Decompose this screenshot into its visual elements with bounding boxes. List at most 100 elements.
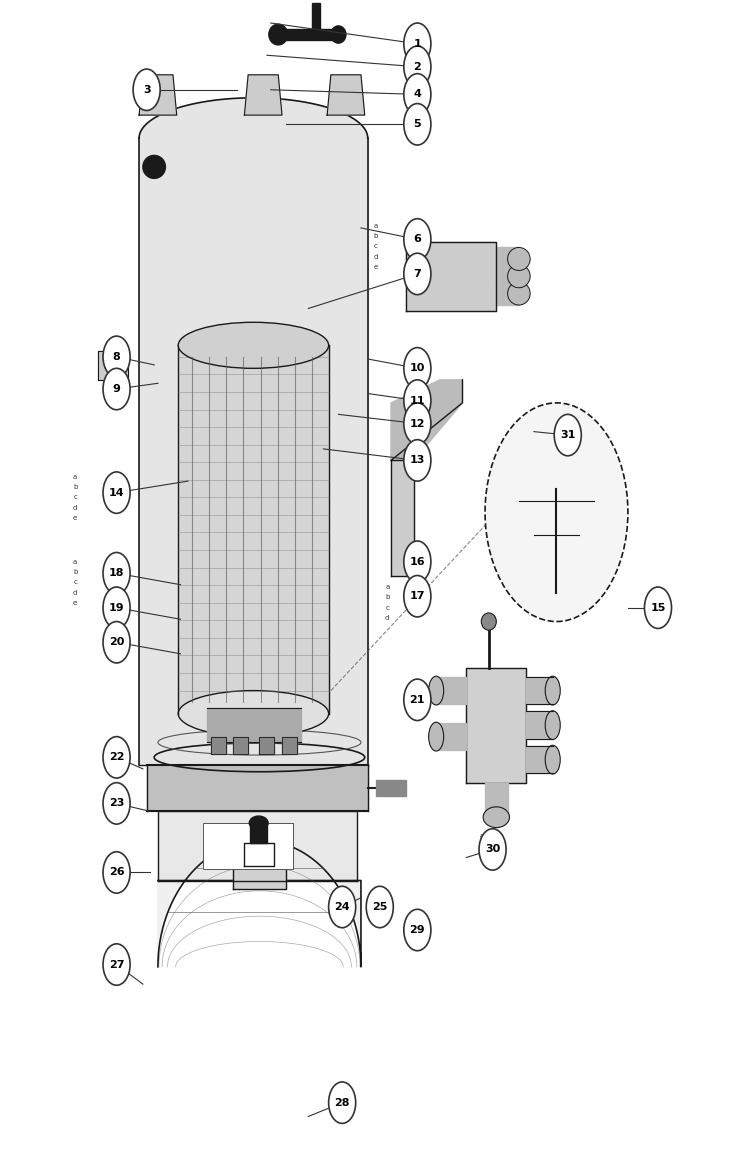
Polygon shape <box>391 380 462 460</box>
Circle shape <box>366 886 393 928</box>
Text: 25: 25 <box>372 902 387 912</box>
Text: 3: 3 <box>143 85 150 94</box>
Text: 17: 17 <box>410 592 425 601</box>
Text: 13: 13 <box>410 456 425 465</box>
Text: c: c <box>374 243 378 250</box>
Polygon shape <box>178 345 329 714</box>
Circle shape <box>404 46 431 87</box>
Text: d: d <box>73 504 77 511</box>
Circle shape <box>479 829 506 870</box>
Polygon shape <box>98 351 128 380</box>
Text: 27: 27 <box>109 960 124 969</box>
Circle shape <box>404 348 431 389</box>
Text: 24: 24 <box>335 902 350 912</box>
Text: 12: 12 <box>410 419 425 428</box>
Circle shape <box>103 336 130 378</box>
Polygon shape <box>391 460 414 576</box>
Text: 16: 16 <box>410 557 425 566</box>
Ellipse shape <box>178 691 329 737</box>
Text: d: d <box>385 615 390 622</box>
Polygon shape <box>436 677 466 704</box>
Polygon shape <box>207 708 301 742</box>
Polygon shape <box>158 811 357 881</box>
Polygon shape <box>526 746 553 773</box>
Circle shape <box>329 1082 356 1123</box>
Ellipse shape <box>508 247 530 270</box>
Text: 26: 26 <box>109 868 124 877</box>
Polygon shape <box>466 668 526 783</box>
Polygon shape <box>282 29 335 40</box>
Polygon shape <box>327 75 365 115</box>
Text: e: e <box>73 514 77 521</box>
Circle shape <box>404 909 431 951</box>
Polygon shape <box>147 765 368 811</box>
Polygon shape <box>496 265 519 288</box>
Text: 8: 8 <box>113 352 120 361</box>
Ellipse shape <box>508 265 530 288</box>
Text: 23: 23 <box>109 799 124 808</box>
Text: 21: 21 <box>410 695 425 704</box>
Circle shape <box>644 587 672 628</box>
Polygon shape <box>436 723 466 750</box>
Circle shape <box>103 368 130 410</box>
Text: 10: 10 <box>410 364 425 373</box>
Polygon shape <box>406 242 496 311</box>
Circle shape <box>103 944 130 985</box>
Circle shape <box>404 253 431 295</box>
Text: c: c <box>479 853 484 860</box>
Text: b: b <box>73 483 77 490</box>
Circle shape <box>404 23 431 64</box>
Polygon shape <box>485 783 508 817</box>
Text: b: b <box>73 569 77 576</box>
Circle shape <box>404 104 431 145</box>
Text: a: a <box>374 222 378 229</box>
Ellipse shape <box>545 711 560 740</box>
Polygon shape <box>244 843 274 866</box>
Ellipse shape <box>545 677 560 704</box>
Text: a: a <box>73 558 77 565</box>
Ellipse shape <box>429 723 444 752</box>
Text: d: d <box>73 589 77 596</box>
Text: 29: 29 <box>410 925 425 935</box>
Circle shape <box>329 886 356 928</box>
Polygon shape <box>233 866 286 889</box>
Text: 19: 19 <box>109 603 124 612</box>
Circle shape <box>103 783 130 824</box>
Text: b: b <box>374 233 378 239</box>
Text: b: b <box>385 594 390 601</box>
Text: 14: 14 <box>109 488 124 497</box>
Polygon shape <box>496 282 519 305</box>
Circle shape <box>404 440 431 481</box>
Polygon shape <box>139 75 177 115</box>
Ellipse shape <box>331 26 346 43</box>
Text: a: a <box>73 473 77 480</box>
FancyBboxPatch shape <box>203 823 293 869</box>
Polygon shape <box>376 780 406 796</box>
Polygon shape <box>139 98 368 138</box>
Text: a: a <box>479 832 484 839</box>
Polygon shape <box>211 737 226 754</box>
Ellipse shape <box>143 155 165 178</box>
Polygon shape <box>526 677 553 704</box>
Circle shape <box>404 74 431 115</box>
Ellipse shape <box>429 677 444 704</box>
Text: 22: 22 <box>109 753 124 762</box>
Ellipse shape <box>484 807 510 828</box>
Circle shape <box>103 587 130 628</box>
Text: 1: 1 <box>414 39 421 48</box>
Text: c: c <box>73 494 77 501</box>
Polygon shape <box>526 711 553 739</box>
Circle shape <box>554 414 581 456</box>
Ellipse shape <box>545 746 560 773</box>
Ellipse shape <box>249 816 268 830</box>
Circle shape <box>404 679 431 721</box>
Circle shape <box>133 69 160 110</box>
Polygon shape <box>312 3 320 29</box>
Text: 20: 20 <box>109 638 124 647</box>
Text: 30: 30 <box>485 845 500 854</box>
Text: 15: 15 <box>650 603 666 612</box>
Circle shape <box>485 403 628 622</box>
Polygon shape <box>259 737 274 754</box>
Circle shape <box>103 622 130 663</box>
Circle shape <box>404 219 431 260</box>
